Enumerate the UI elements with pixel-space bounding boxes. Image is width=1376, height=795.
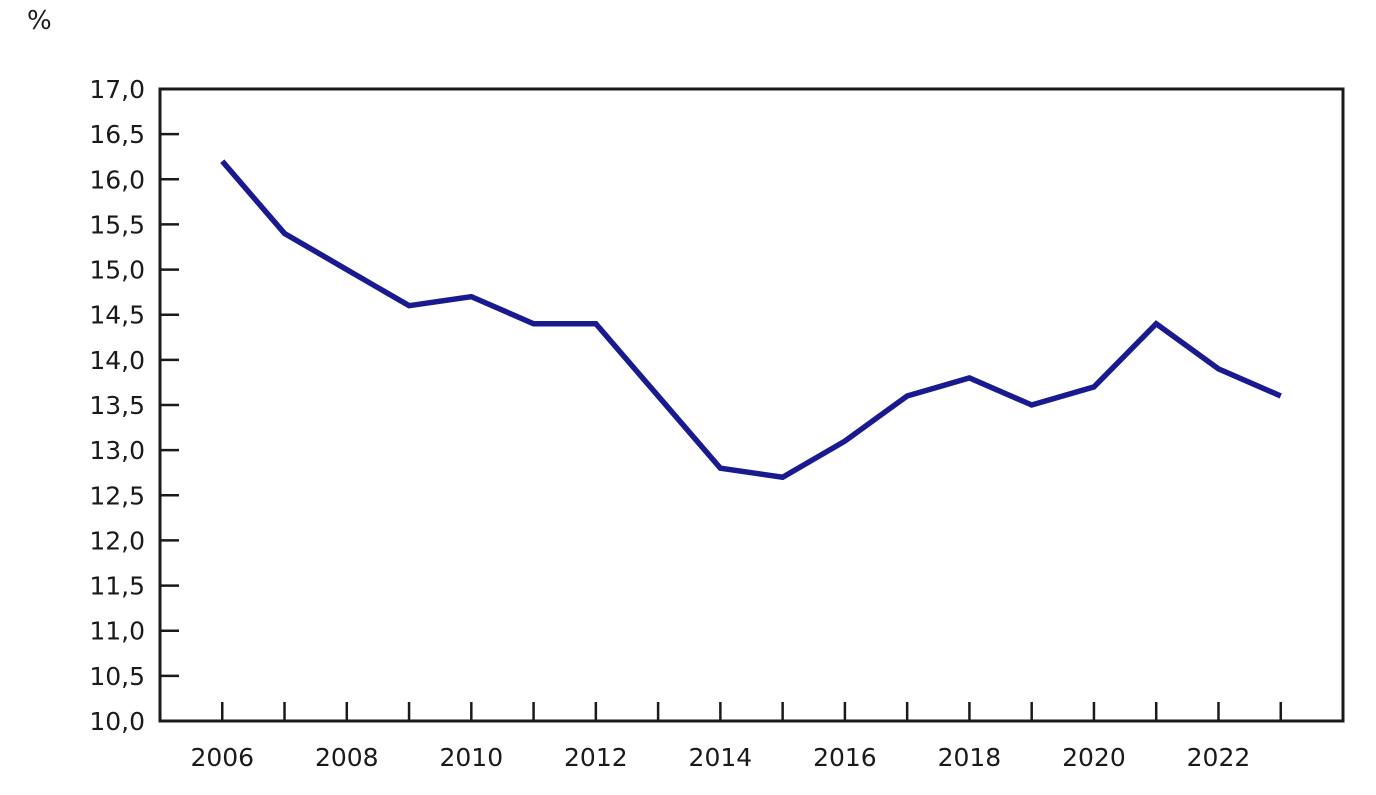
y-axis-tick-label: 10,0 xyxy=(89,707,145,736)
y-axis-tick-label: 12,5 xyxy=(89,481,145,510)
y-axis-tick-label: 14,5 xyxy=(89,301,145,330)
y-axis-tick-label: 11,0 xyxy=(89,617,145,646)
y-axis-tick-label: 13,5 xyxy=(89,391,145,420)
y-axis-tick-label: 10,5 xyxy=(89,662,145,691)
x-axis-tick-label: 2008 xyxy=(315,743,379,772)
x-axis-tick-label: 2022 xyxy=(1187,743,1251,772)
x-axis-tick-label: 2020 xyxy=(1062,743,1126,772)
y-axis-unit-label: % xyxy=(27,6,52,36)
x-axis-tick-label: 2010 xyxy=(440,743,504,772)
y-axis-tick-label: 15,0 xyxy=(89,256,145,285)
y-axis-tick-label: 16,5 xyxy=(89,120,145,149)
x-axis-tick-label: 2006 xyxy=(190,743,254,772)
y-axis-tick-label: 16,0 xyxy=(89,165,145,194)
y-axis-tick-label: 12,0 xyxy=(89,526,145,555)
y-axis-tick-label: 13,0 xyxy=(89,436,145,465)
plot-frame xyxy=(158,87,1345,723)
y-axis-tick-label: 14,0 xyxy=(89,346,145,375)
x-axis-tick-label: 2012 xyxy=(564,743,628,772)
y-axis-tick-label: 15,5 xyxy=(89,210,145,239)
x-axis-tick-label: 2016 xyxy=(813,743,877,772)
y-axis-tick-label: 17,0 xyxy=(89,75,145,104)
x-axis-tick-label: 2014 xyxy=(689,743,753,772)
y-axis-tick-label: 11,5 xyxy=(89,572,145,601)
data-line xyxy=(220,159,1282,481)
x-axis-tick-label: 2018 xyxy=(938,743,1002,772)
